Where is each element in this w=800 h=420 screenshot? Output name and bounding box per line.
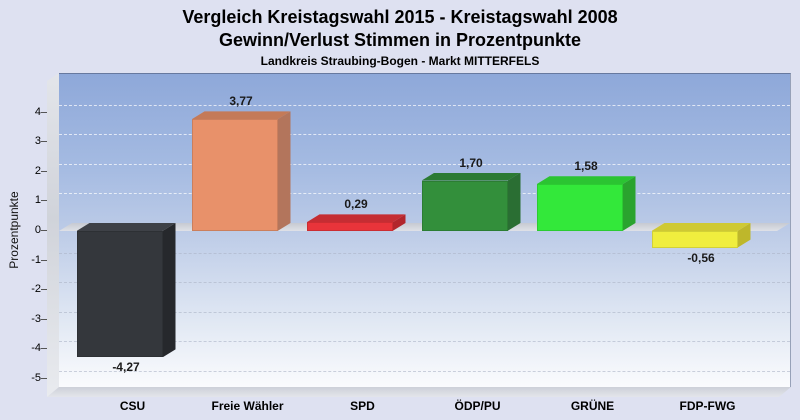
bar-face-top bbox=[422, 173, 521, 181]
y-tick-mark--2 bbox=[41, 289, 47, 291]
bar-face-front bbox=[306, 222, 393, 231]
y-tick-label--3: -3 bbox=[31, 312, 41, 325]
gridline-y-2 bbox=[59, 163, 790, 165]
bar-value-label: 1,70 bbox=[459, 155, 483, 170]
bar-value-label: -0,56 bbox=[687, 250, 715, 265]
bar-face-front bbox=[421, 180, 508, 231]
bar-freie-w-hler: 3,77 bbox=[191, 94, 291, 231]
chart-bottom-floor bbox=[47, 387, 791, 397]
x-axis-label-spd: SPD bbox=[350, 399, 375, 413]
bar-face-side bbox=[508, 173, 521, 231]
bar-csu: -4,27 bbox=[76, 223, 176, 374]
gridline-y--4 bbox=[59, 341, 790, 343]
bar-face-side bbox=[163, 223, 176, 357]
x-axis-label-freie-w-hler: Freie Wähler bbox=[211, 399, 284, 413]
y-tick-mark--1 bbox=[41, 259, 47, 261]
y-tick-mark--4 bbox=[41, 348, 47, 350]
y-tick-mark-1 bbox=[41, 200, 47, 202]
x-axis-label--dp-pu: ÖDP/PU bbox=[454, 399, 501, 413]
gridline-y--3 bbox=[59, 311, 790, 313]
bar-face-front bbox=[191, 119, 278, 231]
bar-face-side bbox=[738, 223, 751, 248]
y-tick-label--1: -1 bbox=[31, 253, 41, 266]
bar-face-top bbox=[307, 214, 406, 222]
gridline-y--1 bbox=[59, 252, 790, 254]
x-axis-label-csu: CSU bbox=[119, 399, 146, 413]
gridline-y--5 bbox=[59, 371, 790, 372]
y-tick-label-3: 3 bbox=[34, 135, 41, 148]
bar-face-top bbox=[192, 111, 291, 119]
bar-value-label: 3,77 bbox=[229, 94, 253, 109]
y-tick-label-0: 0 bbox=[34, 224, 41, 236]
x-axis-label-gr-ne: GRÜNE bbox=[570, 399, 615, 413]
bar-face-front bbox=[651, 231, 738, 248]
chart-subtitle: Landkreis Straubing-Bogen - Markt MITTER… bbox=[260, 54, 540, 68]
x-axis-label-fdp-fwg: FDP-FWG bbox=[679, 399, 736, 413]
bar-face-top bbox=[537, 176, 636, 184]
gridline-y--2 bbox=[59, 282, 790, 284]
chart-left-wall bbox=[47, 73, 59, 397]
y-tick-mark-0 bbox=[41, 230, 47, 231]
y-tick-mark-3 bbox=[41, 141, 47, 143]
bar-face-side bbox=[278, 111, 291, 231]
y-tick-mark--5 bbox=[41, 378, 47, 379]
bar-value-label: 0,29 bbox=[344, 197, 368, 212]
y-tick-label-2: 2 bbox=[34, 164, 41, 177]
bar-value-label: 1,58 bbox=[574, 159, 598, 174]
bar-value-label: -4,27 bbox=[112, 360, 140, 375]
y-tick-mark-4 bbox=[41, 111, 47, 113]
plot-area: -4,27 3,77 0,29 1,70 1,58 -0,56 bbox=[59, 73, 791, 387]
gridline-y-4 bbox=[59, 104, 790, 106]
bar-face-front bbox=[76, 231, 163, 358]
bar-face-front bbox=[536, 184, 623, 231]
y-tick-label--5: -5 bbox=[31, 372, 41, 384]
bar-gr-ne: 1,58 bbox=[536, 159, 636, 231]
chart-title-line2: Gewinn/Verlust Stimmen in Prozentpunkte bbox=[218, 30, 582, 50]
bar-spd: 0,29 bbox=[306, 197, 406, 231]
gridline-y-3 bbox=[59, 134, 790, 136]
y-tick-label-4: 4 bbox=[34, 105, 41, 118]
y-tick-mark--3 bbox=[41, 318, 47, 320]
y-tick-label--4: -4 bbox=[31, 342, 41, 355]
bar-face-top bbox=[652, 223, 751, 231]
bar--dp-pu: 1,70 bbox=[421, 156, 521, 231]
bar-face-top bbox=[77, 223, 176, 231]
bar-chart-3d: Prozentpunkte -4,27 3,77 0,29 1,70 1,58 -0,56… bbox=[7, 73, 791, 413]
y-tick-label-1: 1 bbox=[34, 194, 41, 207]
bar-face-side bbox=[623, 176, 636, 231]
bar-fdp-fwg: -0,56 bbox=[651, 223, 751, 265]
chart-title-line1: Vergleich Kreistagswahl 2015 - Kreistags… bbox=[182, 7, 618, 27]
y-tick-label--2: -2 bbox=[31, 283, 41, 296]
y-tick-mark-2 bbox=[41, 170, 47, 172]
